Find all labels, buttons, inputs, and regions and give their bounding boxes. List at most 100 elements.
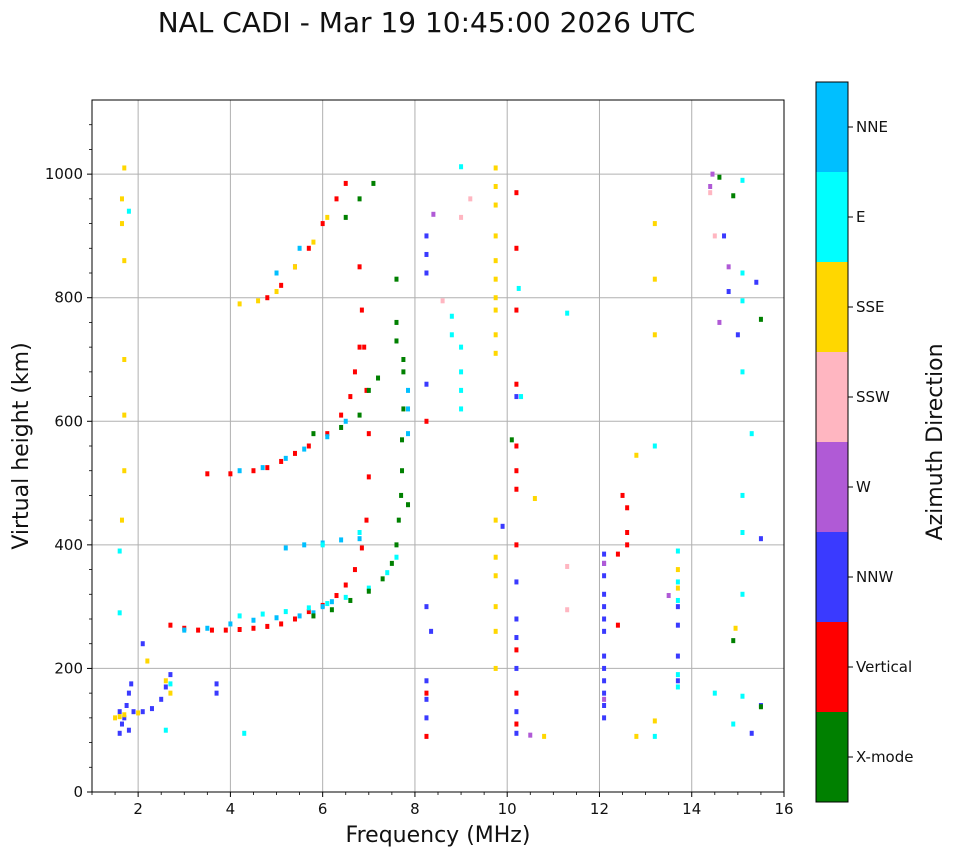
chart-title: NAL CADI - Mar 19 10:45:00 2026 UTC: [157, 6, 696, 39]
echo-point: [237, 301, 242, 307]
echo-point: [514, 690, 519, 696]
echo-point: [364, 517, 369, 523]
echo-point: [493, 202, 498, 208]
echo-point: [652, 443, 657, 449]
echo-point: [251, 625, 256, 631]
echo-point: [459, 387, 464, 393]
echo-point: [449, 313, 454, 319]
echo-point: [168, 672, 173, 678]
echo-point: [334, 196, 339, 202]
echo-point: [675, 604, 680, 610]
echo-point: [159, 696, 164, 702]
echo-point: [283, 609, 288, 615]
echo-point: [431, 211, 436, 217]
echo-point: [733, 625, 738, 631]
echo-point: [726, 289, 731, 295]
echo-point: [119, 721, 124, 727]
echo-point: [652, 718, 657, 724]
echo-point: [634, 733, 639, 739]
echo-point: [615, 622, 620, 628]
echo-point: [493, 573, 498, 579]
echo-point: [459, 406, 464, 412]
echo-point: [214, 690, 219, 696]
echo-point: [357, 412, 362, 418]
echo-point: [242, 730, 247, 736]
echo-point: [528, 732, 533, 738]
y-tick-label: 200: [54, 659, 83, 677]
echo-point: [424, 270, 429, 276]
echo-point: [514, 709, 519, 715]
echo-point: [675, 684, 680, 690]
echo-point: [126, 690, 131, 696]
echo-point: [311, 431, 316, 437]
echo-point: [376, 375, 381, 381]
echo-point: [620, 492, 625, 498]
echo-point: [516, 285, 521, 291]
echo-point: [279, 282, 284, 288]
echo-point: [625, 505, 630, 511]
echo-point: [754, 279, 759, 285]
echo-point: [565, 310, 570, 316]
echo-point: [334, 593, 339, 599]
echo-point: [366, 588, 371, 594]
echo-point: [306, 443, 311, 449]
echo-point: [320, 604, 325, 610]
echo-point: [493, 307, 498, 313]
echo-point: [126, 727, 131, 733]
echo-point: [131, 709, 136, 715]
echo-point: [357, 264, 362, 270]
echo-point: [424, 381, 429, 387]
echo-point: [348, 597, 353, 603]
echo-point: [740, 530, 745, 535]
echo-point: [565, 607, 570, 613]
echo-point: [117, 714, 122, 720]
x-tick-label: 8: [410, 800, 420, 818]
echo-point: [424, 696, 429, 702]
colorbar: X-mode Vertical NNW W SSW SSE E NNE: [815, 81, 913, 803]
echo-point: [163, 678, 168, 684]
echo-point: [117, 709, 122, 715]
echo-point: [675, 672, 680, 678]
echo-point: [406, 406, 411, 412]
echo-point: [514, 307, 519, 313]
echo-point: [364, 387, 369, 393]
echo-point: [652, 276, 657, 282]
echo-point: [740, 369, 745, 375]
echo-point: [735, 332, 740, 338]
echo-point: [385, 570, 390, 576]
echo-point: [708, 190, 713, 196]
echo-point: [265, 465, 270, 471]
echo-point: [758, 536, 763, 542]
echo-point: [493, 184, 498, 189]
echo-point: [117, 730, 122, 736]
echo-point: [339, 412, 344, 418]
echo-point: [493, 517, 498, 523]
echo-point: [440, 298, 445, 304]
echo-point: [602, 551, 607, 557]
colorbar-swatch: [816, 712, 848, 802]
plot-area: [92, 100, 784, 792]
echo-point: [493, 233, 498, 239]
y-tick-label: 800: [54, 289, 83, 307]
echo-point: [168, 681, 173, 687]
echo-point: [348, 394, 353, 400]
echo-point: [329, 599, 334, 605]
echo-point: [493, 332, 498, 338]
echo-point: [602, 628, 607, 634]
echo-point: [339, 537, 344, 543]
echo-point: [514, 730, 519, 736]
echo-point: [256, 298, 261, 304]
echo-point: [532, 496, 537, 502]
echo-point: [652, 733, 657, 739]
echo-point: [325, 214, 330, 220]
echo-point: [424, 678, 429, 684]
echo-point: [722, 233, 727, 239]
echo-point: [449, 332, 454, 338]
echo-point: [126, 208, 131, 214]
y-tick-label: 0: [73, 783, 83, 801]
echo-point: [708, 184, 713, 189]
colorbar-swatch: [816, 82, 848, 172]
echo-point: [311, 239, 316, 245]
echo-point: [406, 502, 411, 508]
echo-point: [514, 486, 519, 492]
